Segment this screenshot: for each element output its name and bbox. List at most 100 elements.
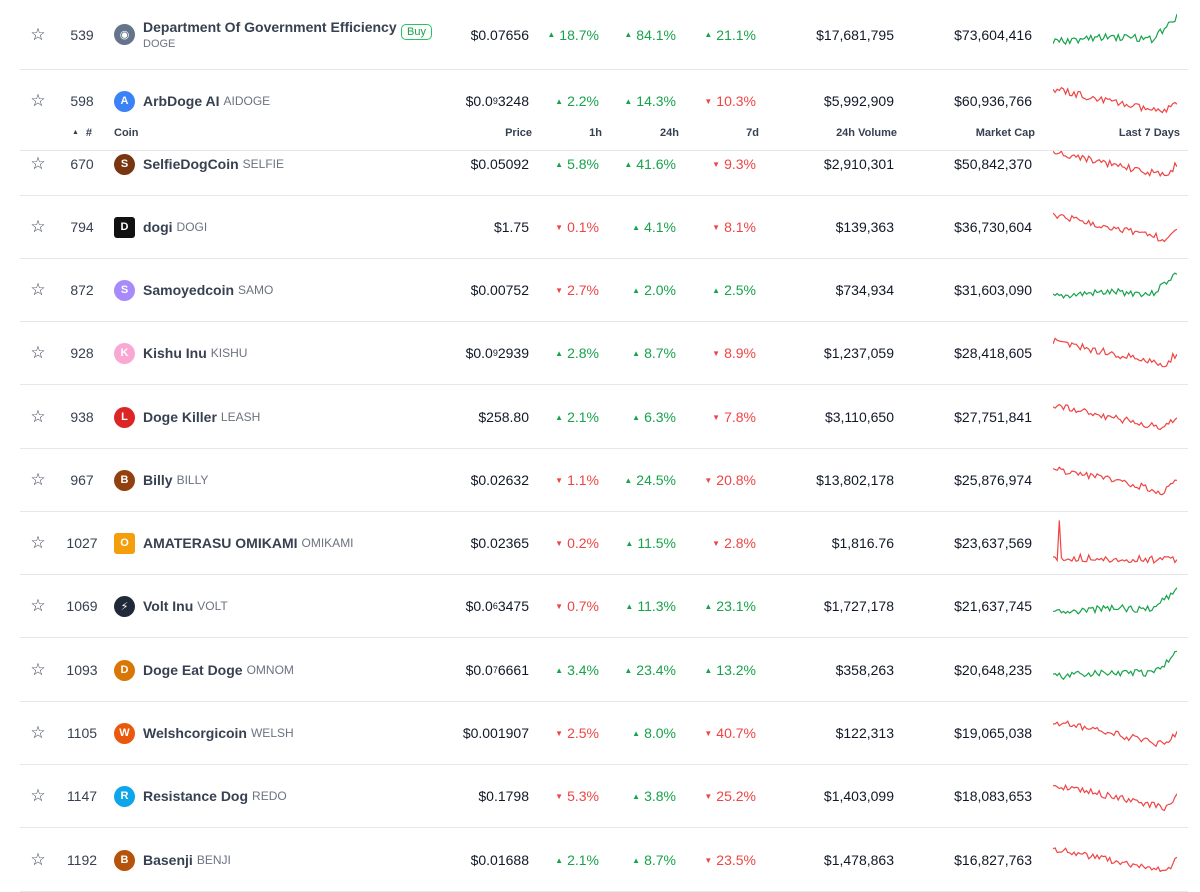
coin-cell[interactable]: B Billy BILLY bbox=[114, 449, 444, 511]
sparkline-chart bbox=[1053, 720, 1177, 748]
coin-cell[interactable]: B Basenji BENJI bbox=[114, 829, 444, 891]
change-24h: ▲ 2.0% bbox=[599, 259, 676, 321]
coin-rank: 1147 bbox=[66, 788, 98, 804]
coin-price: $0.0 9 2939 bbox=[444, 322, 529, 384]
triangle-down-icon: ▼ bbox=[555, 222, 564, 232]
change-24h: ▲ 23.4% bbox=[599, 639, 676, 701]
coin-cell[interactable]: ⚡ Volt Inu VOLT bbox=[114, 575, 444, 637]
triangle-up-icon: ▲ bbox=[704, 601, 713, 611]
coin-price: $0.00752 bbox=[444, 259, 529, 321]
coin-name[interactable]: Doge Eat Doge bbox=[143, 662, 243, 678]
favorite-star-icon[interactable]: ☆ bbox=[30, 343, 46, 362]
coin-name[interactable]: dogi bbox=[143, 219, 173, 235]
price-digits: 3475 bbox=[497, 598, 529, 614]
buy-button[interactable]: Buy bbox=[401, 24, 432, 40]
triangle-up-icon: ▲ bbox=[555, 159, 564, 169]
coin-cell[interactable]: A ArbDoge AI AIDOGE bbox=[114, 70, 444, 132]
coin-cell[interactable]: S Samoyedcoin SAMO bbox=[114, 259, 444, 321]
change-7d-header[interactable]: 7d bbox=[746, 126, 759, 139]
coin-price: $0.0 9 3248 bbox=[444, 70, 529, 132]
coin-cell[interactable]: D Doge Eat Doge OMNOM bbox=[114, 639, 444, 701]
coin-name[interactable]: AMATERASU OMIKAMI bbox=[143, 535, 298, 551]
table-row[interactable]: ☆ 928 K Kishu Inu KISHU $0.0 9 2939 ▲ 2.8% ▲ 8.7% ▼ 8… bbox=[20, 322, 1188, 385]
price-main: $0.00752 bbox=[470, 282, 529, 298]
table-row[interactable]: ☆ 1192 B Basenji BENJI $0.01688 ▲ 2.1% ▲ 8.7% ▼ 23.… bbox=[20, 829, 1188, 892]
price-main: $0.0 bbox=[465, 93, 493, 109]
favorite-star-icon[interactable]: ☆ bbox=[30, 596, 46, 615]
favorite-star-icon[interactable]: ☆ bbox=[30, 217, 46, 236]
volume-header[interactable]: 24h Volume bbox=[836, 126, 897, 139]
table-row[interactable]: ☆ 1027 O AMATERASU OMIKAMI OMIKAMI $0.02365 ▼ 0… bbox=[20, 512, 1188, 575]
table-row[interactable]: ☆ 938 L Doge Killer LEASH $258.80 ▲ 2.1% ▲ 6.3% ▼ 7… bbox=[20, 386, 1188, 449]
favorite-star-icon[interactable]: ☆ bbox=[30, 407, 46, 426]
change-24h-value: 14.3% bbox=[636, 93, 676, 109]
coin-price: $0.001907 bbox=[444, 702, 529, 764]
coin-name[interactable]: Department Of Government Efficiency bbox=[143, 19, 397, 35]
change-24h-value: 6.3% bbox=[644, 409, 676, 425]
change-1h: ▲ 5.8% bbox=[529, 133, 599, 195]
favorite-star-icon[interactable]: ☆ bbox=[30, 660, 46, 679]
favorite-star-icon[interactable]: ☆ bbox=[30, 91, 46, 110]
coin-header[interactable]: Coin bbox=[114, 126, 139, 139]
coin-cell[interactable]: L Doge Killer LEASH bbox=[114, 386, 444, 448]
change-24h-value: 4.1% bbox=[644, 219, 676, 235]
favorite-star-icon[interactable]: ☆ bbox=[30, 533, 46, 552]
coin-name[interactable]: Welshcorgicoin bbox=[143, 725, 247, 741]
change-1h-value: 2.2% bbox=[567, 93, 599, 109]
market-cap: $31,603,090 bbox=[954, 282, 1032, 298]
coin-cell[interactable]: W Welshcorgicoin WELSH bbox=[114, 702, 444, 764]
table-row[interactable]: ☆ 872 S Samoyedcoin SAMO $0.00752 ▼ 2.7% ▲ 2.0% ▲ 2… bbox=[20, 259, 1188, 322]
market-cap-header[interactable]: Market Cap bbox=[975, 126, 1035, 139]
change-1h-header[interactable]: 1h bbox=[589, 126, 602, 139]
price-header[interactable]: Price bbox=[505, 126, 532, 139]
coin-name[interactable]: Billy bbox=[143, 472, 173, 488]
coin-name[interactable]: ArbDoge AI bbox=[143, 93, 220, 109]
coin-cell[interactable]: ◉ Department Of Government Efficiency DOGE bbox=[114, 0, 444, 69]
change-1h: ▲ 2.1% bbox=[529, 386, 599, 448]
coin-name[interactable]: Kishu Inu bbox=[143, 345, 207, 361]
coin-name[interactable]: Volt Inu bbox=[143, 598, 194, 614]
market-cap: $20,648,235 bbox=[954, 662, 1032, 678]
coin-name[interactable]: Basenji bbox=[143, 852, 193, 868]
coin-cell[interactable]: O AMATERASU OMIKAMI OMIKAMI bbox=[114, 512, 444, 574]
change-24h: ▲ 11.3% bbox=[599, 575, 676, 637]
table-row[interactable]: ☆ 1093 D Doge Eat Doge OMNOM $0.0 7 6661 ▲ 3.4% ▲ 2… bbox=[20, 639, 1188, 702]
coin-name[interactable]: SelfieDogCoin bbox=[143, 156, 239, 172]
coin-cell[interactable]: S SelfieDogCoin SELFIE bbox=[114, 133, 444, 195]
triangle-up-icon: ▲ bbox=[555, 96, 564, 106]
favorite-star-icon[interactable]: ☆ bbox=[30, 154, 46, 173]
favorite-star-icon[interactable]: ☆ bbox=[30, 24, 46, 44]
coin-symbol: KISHU bbox=[210, 346, 248, 360]
table-row[interactable]: ☆ 967 B Billy BILLY $0.02632 ▼ 1.1% ▲ 24.5% ▼ 20.8%… bbox=[20, 449, 1188, 512]
change-1h-value: 2.7% bbox=[567, 282, 599, 298]
coin-name[interactable]: Samoyedcoin bbox=[143, 282, 235, 298]
favorite-star-icon[interactable]: ☆ bbox=[30, 280, 46, 299]
sparkline-chart bbox=[1053, 212, 1177, 243]
favorite-star-icon[interactable]: ☆ bbox=[30, 850, 46, 869]
volume-24h: $1,727,178 bbox=[823, 598, 894, 614]
favorite-star-icon[interactable]: ☆ bbox=[30, 470, 46, 489]
coin-cell[interactable]: R Resistance Dog REDO bbox=[114, 765, 444, 827]
coin-name[interactable]: Resistance Dog bbox=[143, 788, 249, 804]
welsh-logo-icon: W bbox=[114, 722, 135, 744]
table-row[interactable]: ☆ 1069 ⚡ Volt Inu VOLT $0.0 6 3475 ▼ 0.7% ▲ 11.3% ▲ 2… bbox=[20, 575, 1188, 638]
coin-name[interactable]: Doge Killer bbox=[143, 409, 217, 425]
coin-symbol: SELFIE bbox=[242, 157, 285, 171]
coin-cell[interactable]: K Kishu Inu KISHU bbox=[114, 322, 444, 384]
table-row[interactable]: ☆ 539 ◉ Department Of Government Efficiency… bbox=[20, 0, 1188, 70]
table-row[interactable]: ☆ 1105 W Welshcorgicoin WELSH $0.001907 ▼ 2.5% ▲… bbox=[20, 702, 1188, 765]
change-7d: ▼ 7.8% bbox=[676, 386, 756, 448]
table-row[interactable]: ☆ 1147 R Resistance Dog REDO $0.1798 ▼ 5.3% ▲ 3.8… bbox=[20, 765, 1188, 828]
sparkline-chart bbox=[1053, 520, 1177, 564]
last-7-days-header: Last 7 Days bbox=[1118, 126, 1180, 139]
favorite-star-icon[interactable]: ☆ bbox=[30, 723, 46, 742]
favorite-star-icon[interactable]: ☆ bbox=[30, 786, 46, 805]
rank-sort-header[interactable]: ▲ # bbox=[62, 115, 102, 150]
sparkline-7d bbox=[1053, 70, 1179, 132]
triangle-down-icon: ▼ bbox=[712, 348, 721, 358]
change-24h-header[interactable]: 24h bbox=[660, 126, 679, 139]
omnom-logo-icon: D bbox=[114, 659, 135, 681]
coin-rank: 928 bbox=[70, 345, 94, 361]
